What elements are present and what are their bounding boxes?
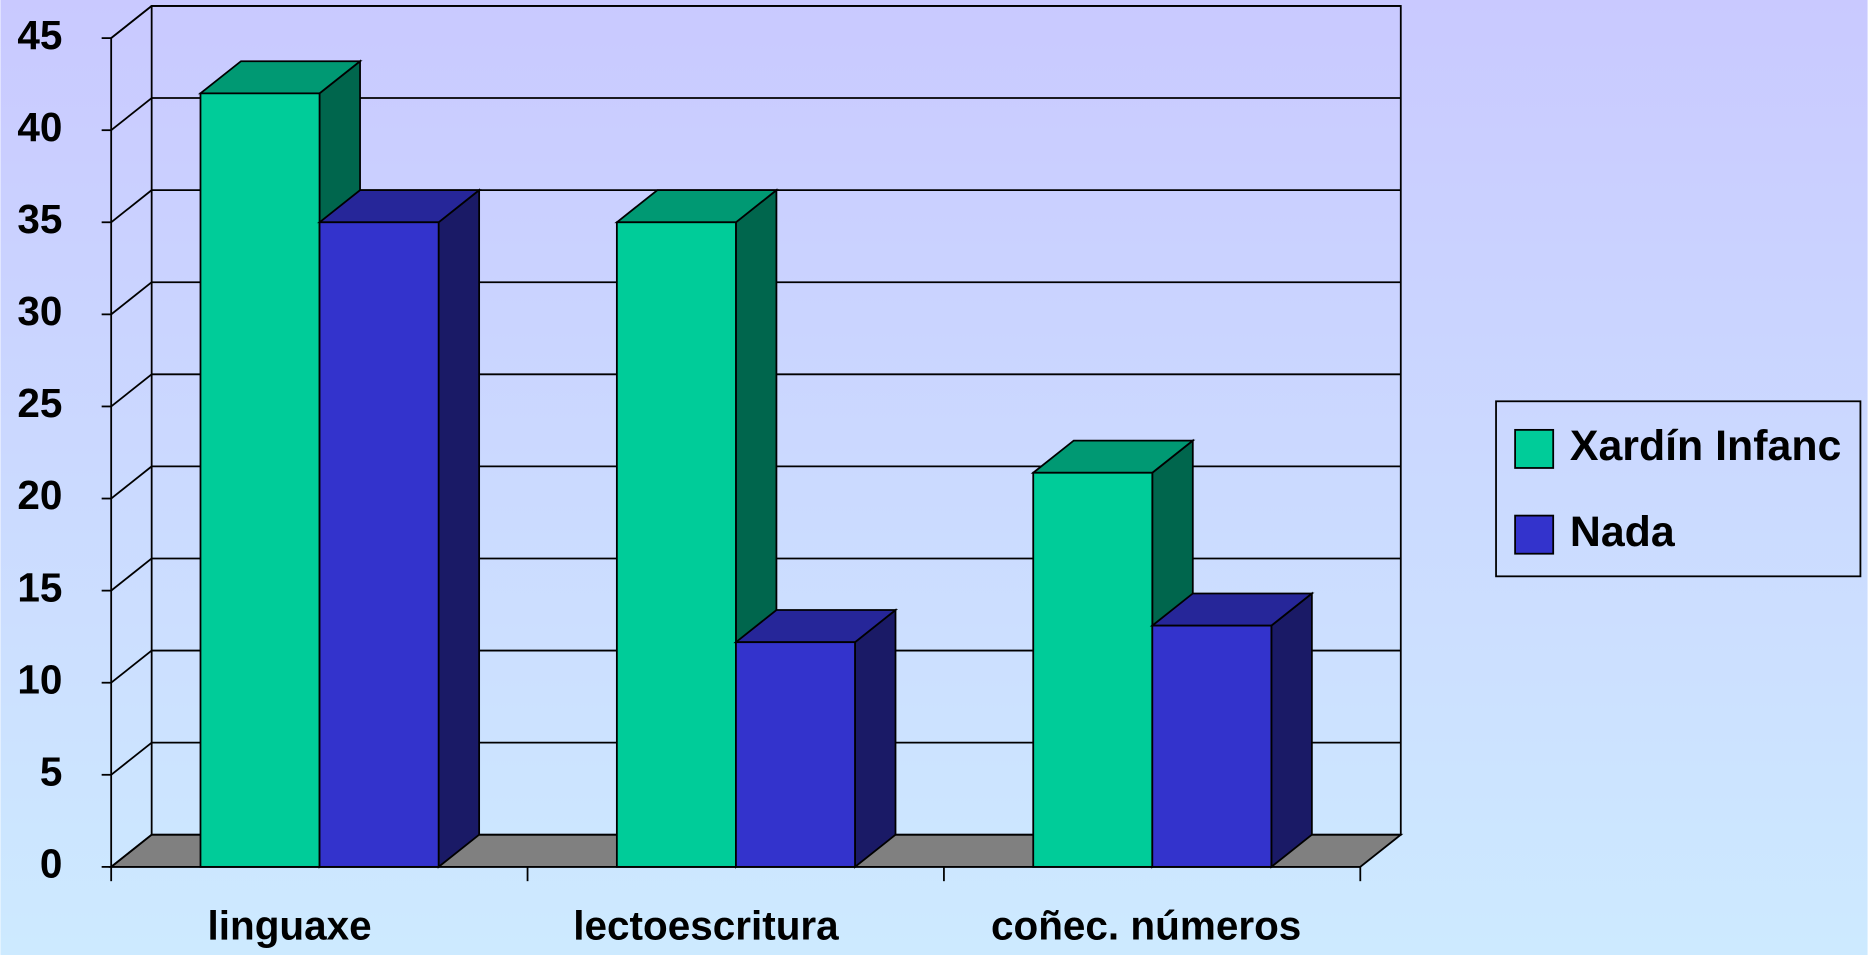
x-tick-label: coñec. números (991, 902, 1301, 948)
bar (733, 608, 899, 869)
x-tick-label: lectoescritura (573, 902, 839, 948)
y-tick-label: 30 (17, 288, 62, 334)
grid-line-side (110, 5, 153, 39)
y-tick-label: 10 (17, 656, 62, 702)
y-tick-label: 15 (17, 564, 62, 610)
bar-front (735, 641, 856, 868)
grid-line-side (110, 834, 153, 868)
grid-line-side (110, 281, 153, 316)
bar (1149, 591, 1315, 869)
y-tick-label: 25 (17, 380, 62, 426)
legend-box (1495, 400, 1862, 578)
x-tick-label: linguaxe (208, 902, 372, 948)
legend-label: Xardín Infanc (1570, 422, 1842, 470)
grid-line-side (110, 189, 153, 223)
y-tick-label: 20 (17, 472, 62, 518)
bar-side (1270, 591, 1313, 869)
legend-swatch (1514, 428, 1555, 469)
grid-line-side (110, 557, 153, 592)
bar-front (615, 221, 737, 868)
bar-side (437, 188, 481, 869)
legend-label: Nada (1570, 508, 1676, 556)
y-tick-label: 40 (17, 104, 62, 150)
legend-swatch (1514, 514, 1555, 555)
bar-front (1151, 624, 1273, 868)
bar-front (199, 92, 321, 868)
bar-front (1032, 471, 1154, 868)
y-tick-label: 5 (40, 748, 63, 794)
bar-side (854, 608, 897, 869)
grid-line-side (110, 97, 153, 131)
grid-line-side (110, 373, 153, 408)
grid-line-side (110, 465, 153, 500)
y-tick-label: 35 (17, 196, 62, 242)
grid-line-side (110, 741, 153, 776)
y-tick-label: 0 (40, 841, 63, 887)
bar (317, 188, 482, 869)
y-tick-label: 45 (17, 12, 62, 58)
bar-front (318, 221, 440, 868)
grid-line-side (110, 649, 153, 684)
